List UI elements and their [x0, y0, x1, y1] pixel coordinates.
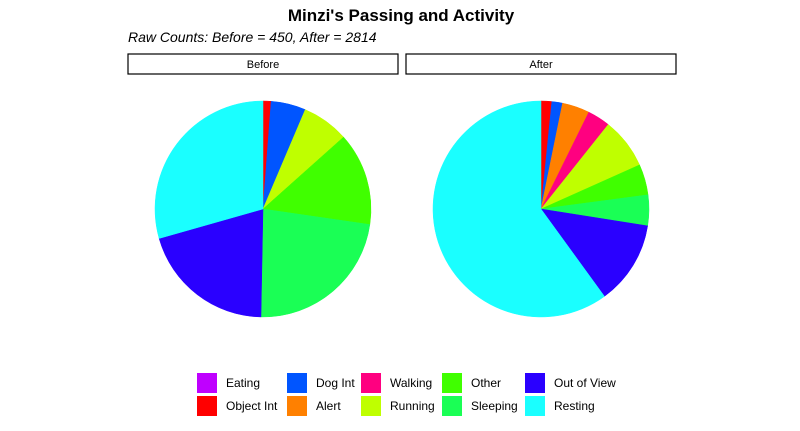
pie-slice-before-sleeping	[260, 208, 371, 318]
pie-slice-before-resting	[154, 100, 264, 239]
legend-label-resting: Resting	[554, 399, 595, 413]
legend-swatch-alert	[287, 396, 307, 416]
legend-swatch-dog-int	[287, 373, 307, 393]
facet-strip-after	[405, 53, 677, 75]
pie-after	[432, 100, 650, 318]
legend-swatch-object-int	[197, 396, 217, 416]
panel-before: Before	[127, 53, 399, 318]
legend-swatch-eating	[197, 373, 217, 393]
legend-label-other: Other	[471, 376, 501, 390]
chart-title: Minzi's Passing and Activity	[288, 6, 515, 25]
pie-before	[154, 100, 372, 318]
facet-label-before: Before	[247, 59, 279, 71]
pie-slice-after-out-of-view	[540, 208, 648, 297]
legend-swatch-running	[361, 396, 381, 416]
legend-swatch-sleeping	[442, 396, 462, 416]
legend-label-sleeping: Sleeping	[471, 399, 518, 413]
legend: Eating Object Int Dog Int Alert Walking Runni…	[197, 373, 616, 416]
pie-slice-after-resting	[432, 100, 605, 318]
legend-swatch-out-of-view	[525, 373, 545, 393]
legend-swatch-walking	[361, 373, 381, 393]
legend-swatch-resting	[525, 396, 545, 416]
facet-label-after: After	[529, 59, 553, 71]
pie-slice-before-out-of-view	[158, 208, 264, 318]
legend-label-eating: Eating	[226, 376, 260, 390]
legend-swatch-other	[442, 373, 462, 393]
legend-label-out-of-view: Out of View	[554, 376, 616, 390]
panel-after: After	[405, 53, 677, 318]
legend-label-walking: Walking	[390, 376, 432, 390]
facet-strip-before	[127, 53, 399, 75]
legend-label-dog-int: Dog Int	[316, 376, 355, 390]
legend-label-object-int: Object Int	[226, 399, 278, 413]
legend-label-running: Running	[390, 399, 435, 413]
legend-label-alert: Alert	[316, 399, 341, 413]
pie-slice-before-other	[262, 136, 372, 225]
chart-subtitle: Raw Counts: Before = 450, After = 2814	[128, 29, 377, 45]
